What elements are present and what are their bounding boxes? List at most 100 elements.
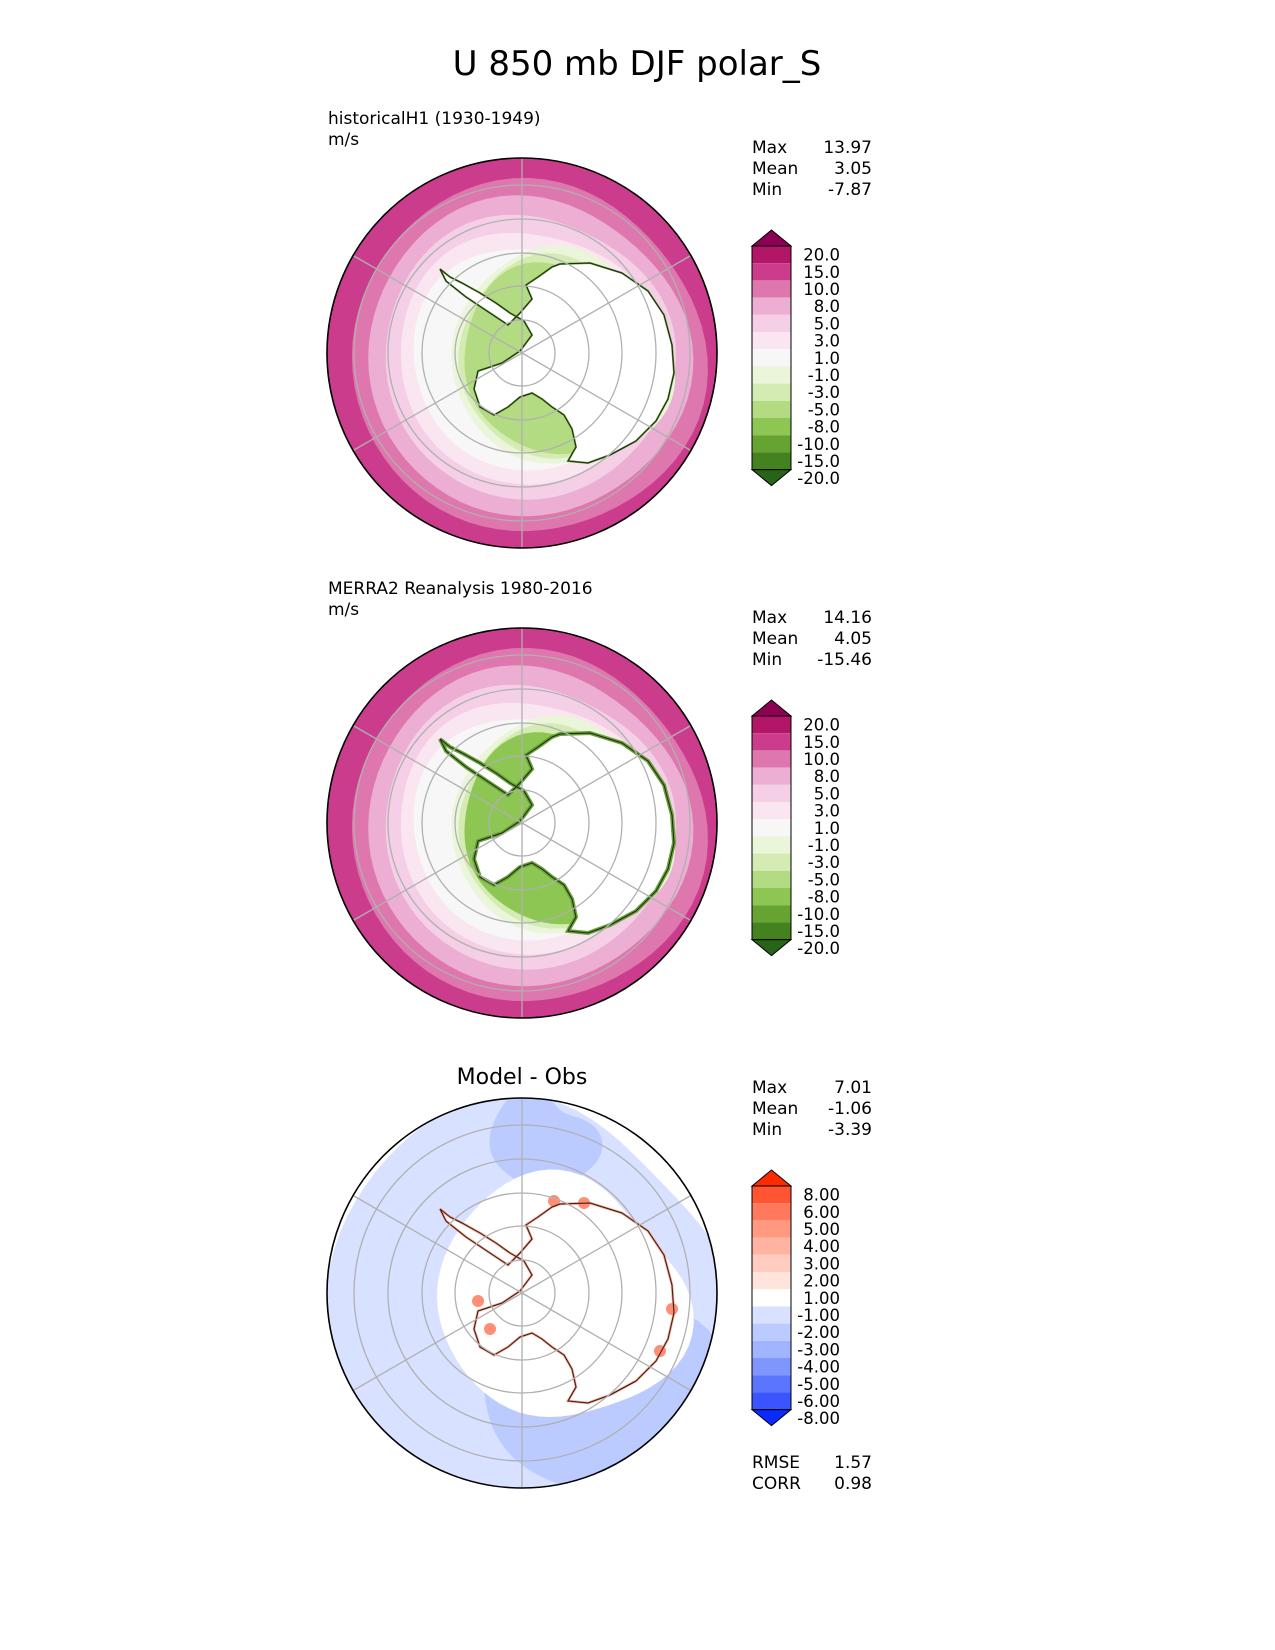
colorbar-tick-label: -2.00 <box>797 1323 840 1342</box>
colorbar-tick-label: -1.00 <box>797 1306 840 1325</box>
colorbar-tick-label: -8.0 <box>808 418 840 437</box>
meridian-line <box>352 724 523 824</box>
colorbar-segment <box>752 922 791 940</box>
colorbar-extend-top <box>750 229 793 247</box>
colorbar-tick-label: 4.00 <box>803 1237 840 1256</box>
colorbar-tick-label: 15.0 <box>803 733 840 752</box>
colorbar-tick-label: 1.0 <box>814 819 840 838</box>
colorbar-segment <box>752 263 791 281</box>
colorbar-frame <box>751 1185 792 1411</box>
panel-subtitle: Model - Obs <box>457 1065 588 1090</box>
colorbar-tick-label: -5.0 <box>808 400 840 419</box>
colorbar-segment <box>752 767 791 785</box>
metric-label: RMSE <box>752 1453 800 1473</box>
colorbar-segment <box>752 366 791 384</box>
colorbar-frame <box>751 715 792 941</box>
meridian-line <box>352 822 523 922</box>
stat-value: 14.16 <box>823 608 872 628</box>
stat-value: 13.97 <box>823 138 872 158</box>
stat-label: Mean <box>752 1099 798 1119</box>
stat-label: Mean <box>752 159 798 179</box>
colorbar-tick-label: 10.0 <box>803 280 840 299</box>
stat-value: 3.05 <box>834 159 872 179</box>
stat-value: -15.46 <box>817 650 872 670</box>
colorbar-tick-label: -1.0 <box>808 836 840 855</box>
colorbar-tick-label: -5.00 <box>797 1375 840 1394</box>
colorbar-segment <box>752 1375 791 1393</box>
colorbar-tick-label: -3.0 <box>808 853 840 872</box>
colorbar-tick-label: 5.0 <box>814 784 840 803</box>
colorbar-tick-label: -8.00 <box>797 1409 840 1428</box>
colorbar-tick-label: -15.0 <box>797 922 840 941</box>
colorbar-segment <box>752 400 791 418</box>
colorbar-segment <box>752 888 791 906</box>
colorbar-tick-label: -10.0 <box>797 435 840 454</box>
stat-label: Min <box>752 180 782 200</box>
stat-value: -1.06 <box>828 1099 872 1119</box>
polar-map <box>327 158 717 548</box>
colorbar-tick-label: 2.00 <box>803 1272 840 1291</box>
colorbar-segment <box>752 1203 791 1221</box>
colorbar-extend-bottom <box>750 1409 793 1427</box>
meridian-line <box>521 724 692 824</box>
diff-band <box>489 1098 603 1192</box>
colorbar-segment <box>752 802 791 820</box>
colorbar-tick-label: -15.0 <box>797 452 840 471</box>
panel-1: historicalH1 (1930-1949)m/s Max 13.97 Mean 3… <box>326 109 872 549</box>
colorbar-tick-label: -6.00 <box>797 1392 840 1411</box>
colorbar-segment <box>752 349 791 367</box>
colorbar-segment <box>752 836 791 854</box>
colorbar-tick-label: -20.0 <box>797 939 840 958</box>
colorbar-segment <box>752 750 791 768</box>
panel-units: m/s <box>328 130 359 150</box>
colorbar-segment <box>752 280 791 298</box>
stat-value: 7.01 <box>834 1078 872 1098</box>
colorbar-tick-label: -5.0 <box>808 870 840 889</box>
colorbar-segment <box>752 784 791 802</box>
panel-units: m/s <box>328 600 359 620</box>
metric-label: CORR <box>752 1474 801 1494</box>
stat-label: Mean <box>752 629 798 649</box>
colorbar-segment <box>752 418 791 436</box>
colorbar-segment <box>752 1306 791 1324</box>
meridian-line <box>521 1292 692 1392</box>
colorbar-tick-label: 20.0 <box>803 246 840 265</box>
diff-spot <box>472 1295 484 1307</box>
colorbar-segment <box>752 246 791 264</box>
map-border <box>326 157 718 549</box>
colorbar-segment <box>752 819 791 837</box>
colorbar-extend-bottom <box>750 469 793 487</box>
colorbar-segment <box>752 1237 791 1255</box>
colorbar-tick-label: 1.00 <box>803 1289 840 1308</box>
meridian-line <box>521 1194 692 1294</box>
colorbar-tick-label: 10.0 <box>803 750 840 769</box>
metric-value: 0.98 <box>834 1474 872 1494</box>
panel-subtitle: MERRA2 Reanalysis 1980-2016 <box>328 579 593 599</box>
colorbar-segment <box>752 1289 791 1307</box>
colorbar-tick-label: 8.00 <box>803 1186 840 1205</box>
colorbar-tick-label: 20.0 <box>803 716 840 735</box>
colorbar-segment <box>752 853 791 871</box>
colorbar-segment <box>752 1392 791 1410</box>
colorbar-extend-bottom <box>750 939 793 957</box>
colorbar-extend-top <box>750 1169 793 1187</box>
colorbar-segment <box>752 733 791 751</box>
colorbar-segment <box>752 297 791 315</box>
meridian-line <box>352 1292 523 1392</box>
diff-spot <box>484 1323 496 1335</box>
colorbar-tick-label: 6.00 <box>803 1203 840 1222</box>
colorbar-segment <box>752 452 791 470</box>
map-border <box>326 627 718 1019</box>
colorbar-segment <box>752 435 791 453</box>
colorbar-tick-label: 1.0 <box>814 349 840 368</box>
colorbar-segment <box>752 1186 791 1204</box>
colorbar-segment <box>752 905 791 923</box>
colorbar-tick-label: -8.0 <box>808 888 840 907</box>
stat-label: Max <box>752 1078 787 1098</box>
meridian-line <box>352 254 523 354</box>
colorbar-segment <box>752 383 791 401</box>
colorbar-segment <box>752 332 791 350</box>
colorbar-segment <box>752 1254 791 1272</box>
